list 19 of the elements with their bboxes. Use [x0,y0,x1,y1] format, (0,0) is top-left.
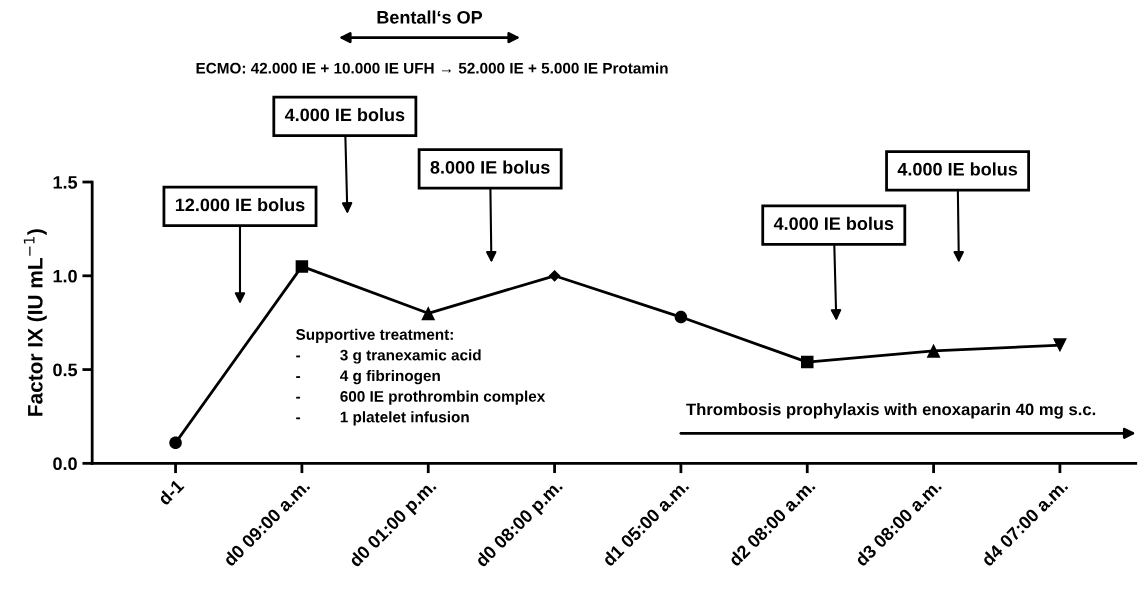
text: 4.000 IE bolus [284,107,405,122]
annotation: Thrombosis prophylaxis with enoxaparin 40 mg s.c. [686,403,1096,419]
y-tick-label: 0.0 [53,457,77,471]
y-tick-label: 0.5 [53,363,78,377]
annotation: 4.000 IE bolus [773,216,894,231]
x-tick-label: d-1 [156,478,185,506]
text: - 4 g fibrinogen [296,369,440,385]
text: Bentall‘s OP [377,10,483,24]
text: - 600 IE prothrombin complex [296,390,546,405]
y-tick-label: 1.0 [53,269,77,283]
text: 8.000 IE bolus [430,160,550,174]
annotation: Supportive treatment: [296,328,453,343]
y-tick-label: 1.5 [53,176,78,189]
text: ECMO: 42.000 IE + 10.000 IE UFH → 52.000 IE + 5.000 IE Protamin [196,62,668,74]
text: - 3 g tranexamic acid [296,349,481,364]
text: 4.000 IE bolus [897,162,1018,176]
y-axis-title: Factor IX (IU mL$^{−1}$) [23,229,47,416]
text: - 1 platelet infusion [296,411,469,426]
annotation: 12.000 IE bolus [175,197,305,212]
